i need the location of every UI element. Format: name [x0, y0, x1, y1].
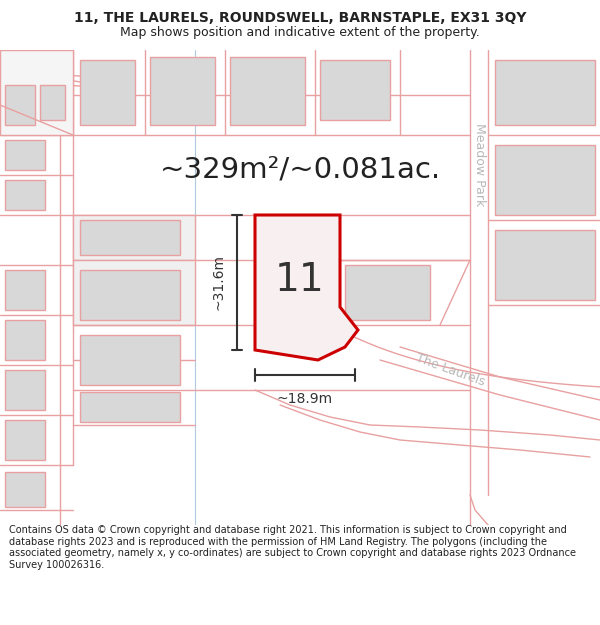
Bar — [150, 57, 215, 125]
Text: ~329m²/~0.081ac.: ~329m²/~0.081ac. — [160, 156, 440, 184]
Bar — [80, 392, 180, 422]
Bar — [495, 60, 595, 125]
Bar — [320, 60, 390, 120]
Bar — [80, 220, 180, 255]
Text: Contains OS data © Crown copyright and database right 2021. This information is : Contains OS data © Crown copyright and d… — [9, 525, 576, 570]
Bar — [5, 180, 45, 210]
Text: The Laurels: The Laurels — [413, 351, 487, 389]
Bar — [5, 85, 35, 125]
Bar — [5, 320, 45, 360]
Polygon shape — [73, 215, 195, 260]
Bar — [5, 472, 45, 507]
Polygon shape — [73, 260, 195, 325]
Polygon shape — [255, 215, 358, 360]
Text: Map shows position and indicative extent of the property.: Map shows position and indicative extent… — [120, 26, 480, 39]
Bar — [80, 60, 135, 125]
Bar — [5, 370, 45, 410]
Text: Meadow Park: Meadow Park — [473, 123, 487, 207]
Bar — [495, 230, 595, 300]
Bar — [230, 57, 305, 125]
Bar — [40, 85, 65, 120]
Bar — [5, 420, 45, 460]
Bar — [5, 270, 45, 310]
Polygon shape — [0, 50, 73, 135]
Bar — [80, 270, 180, 320]
Text: 11, THE LAURELS, ROUNDSWELL, BARNSTAPLE, EX31 3QY: 11, THE LAURELS, ROUNDSWELL, BARNSTAPLE,… — [74, 11, 526, 25]
Bar — [495, 145, 595, 215]
Bar — [5, 140, 45, 170]
Text: 11: 11 — [275, 261, 325, 299]
Text: ~18.9m: ~18.9m — [277, 392, 333, 406]
Bar — [345, 265, 430, 320]
Text: ~31.6m: ~31.6m — [212, 254, 226, 311]
Bar — [80, 335, 180, 385]
